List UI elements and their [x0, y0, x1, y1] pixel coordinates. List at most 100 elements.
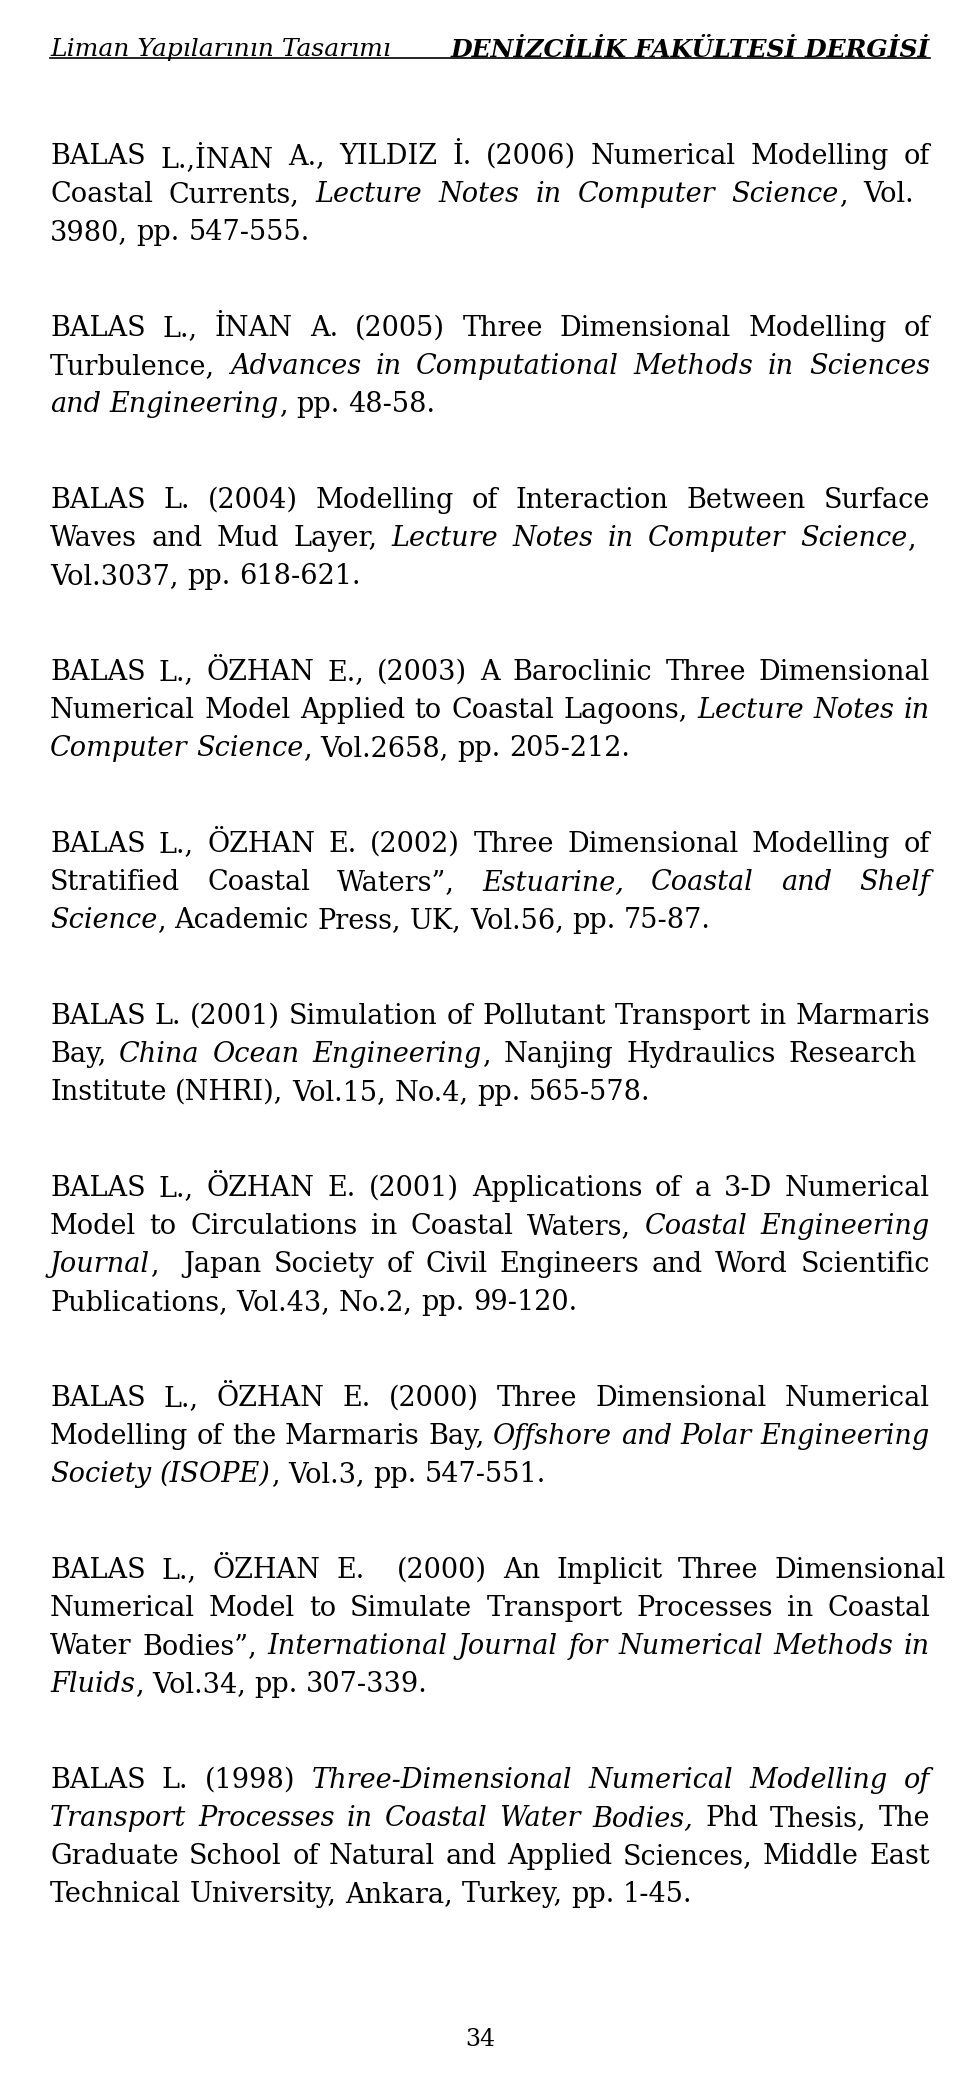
- Text: Methods: Methods: [774, 1633, 894, 1660]
- Text: Numerical: Numerical: [590, 144, 736, 171]
- Text: of: of: [903, 831, 930, 858]
- Text: ÖZHAN: ÖZHAN: [213, 1556, 321, 1583]
- Text: Simulation: Simulation: [289, 1004, 438, 1029]
- Text: Estuarine,: Estuarine,: [482, 869, 624, 896]
- Text: Stratified: Stratified: [50, 869, 180, 896]
- Text: 3980,: 3980,: [50, 219, 128, 246]
- Text: Waves: Waves: [50, 525, 137, 552]
- Text: Engineering: Engineering: [109, 392, 278, 419]
- Text: 547-551.: 547-551.: [424, 1460, 546, 1487]
- Text: Dimensional: Dimensional: [567, 831, 738, 858]
- Text: Sciences: Sciences: [809, 352, 930, 379]
- Text: Offshore: Offshore: [493, 1423, 612, 1450]
- Text: pp.: pp.: [372, 1460, 416, 1487]
- Text: Surface: Surface: [824, 487, 930, 515]
- Text: Lecture: Lecture: [697, 698, 804, 725]
- Text: Society: Society: [50, 1460, 151, 1487]
- Text: of: of: [655, 1175, 682, 1202]
- Text: ,: ,: [482, 1042, 491, 1069]
- Text: Circulations: Circulations: [190, 1212, 357, 1239]
- Text: (NHRI),: (NHRI),: [175, 1079, 283, 1106]
- Text: ,: ,: [134, 1671, 143, 1698]
- Text: of: of: [447, 1004, 473, 1029]
- Text: Technical: Technical: [50, 1881, 181, 1908]
- Text: Model: Model: [204, 698, 291, 725]
- Text: Computer: Computer: [648, 525, 785, 552]
- Text: 3-D: 3-D: [724, 1175, 772, 1202]
- Text: Computer: Computer: [578, 181, 715, 208]
- Text: of: of: [903, 1766, 930, 1793]
- Text: No.4,: No.4,: [395, 1079, 468, 1106]
- Text: Coastal: Coastal: [50, 181, 153, 208]
- Text: (2000): (2000): [389, 1385, 479, 1412]
- Text: Word: Word: [715, 1252, 788, 1279]
- Text: Vol.56,: Vol.56,: [469, 906, 564, 933]
- Text: Implicit: Implicit: [556, 1556, 662, 1583]
- Text: Turbulence,: Turbulence,: [50, 352, 215, 379]
- Text: İ.: İ.: [452, 144, 471, 171]
- Text: 1-45.: 1-45.: [623, 1881, 692, 1908]
- Text: A.,: A.,: [288, 144, 324, 171]
- Text: Processes: Processes: [198, 1806, 335, 1833]
- Text: Nanjing: Nanjing: [504, 1042, 613, 1069]
- Text: ,: ,: [303, 735, 312, 762]
- Text: Coastal: Coastal: [644, 1212, 747, 1239]
- Text: Advances: Advances: [229, 352, 361, 379]
- Text: Bay,: Bay,: [428, 1423, 485, 1450]
- Text: Modelling: Modelling: [50, 1423, 188, 1450]
- Text: (ISOPE): (ISOPE): [159, 1460, 271, 1487]
- Text: pp.: pp.: [572, 906, 615, 933]
- Text: a: a: [694, 1175, 710, 1202]
- Text: E.,: E.,: [327, 658, 364, 685]
- Text: Three: Three: [665, 658, 746, 685]
- Text: Shelf: Shelf: [859, 869, 930, 896]
- Text: pp.: pp.: [254, 1671, 298, 1698]
- Text: Graduate: Graduate: [50, 1843, 179, 1871]
- Text: (2002): (2002): [371, 831, 460, 858]
- Text: L.,: L.,: [158, 658, 194, 685]
- Text: Layer,: Layer,: [294, 525, 377, 552]
- Text: in: in: [375, 352, 401, 379]
- Text: E.: E.: [327, 1175, 356, 1202]
- Text: Lecture: Lecture: [316, 181, 422, 208]
- Text: L.,: L.,: [161, 1556, 197, 1583]
- Text: Vol.: Vol.: [863, 181, 914, 208]
- Text: Currents,: Currents,: [169, 181, 300, 208]
- Text: 75-87.: 75-87.: [624, 906, 710, 933]
- Text: Numerical: Numerical: [50, 1596, 195, 1623]
- Text: E.: E.: [337, 1556, 365, 1583]
- Text: Baroclinic: Baroclinic: [513, 658, 653, 685]
- Text: L.,: L.,: [163, 1385, 199, 1412]
- Text: for: for: [568, 1633, 608, 1660]
- Text: Vol.15,: Vol.15,: [292, 1079, 386, 1106]
- Text: Numerical: Numerical: [618, 1633, 763, 1660]
- Text: ÖZHAN: ÖZHAN: [206, 1175, 315, 1202]
- Text: Japan: Japan: [183, 1252, 261, 1279]
- Text: Dimensional: Dimensional: [775, 1556, 946, 1583]
- Text: Turkey,: Turkey,: [462, 1881, 563, 1908]
- Text: The: The: [878, 1806, 930, 1833]
- Text: and: and: [445, 1843, 497, 1871]
- Text: Coastal: Coastal: [451, 698, 554, 725]
- Text: UK,: UK,: [410, 906, 461, 933]
- Text: Three: Three: [497, 1385, 578, 1412]
- Text: A: A: [480, 658, 500, 685]
- Text: of: of: [471, 487, 498, 515]
- Text: pp.: pp.: [187, 562, 230, 589]
- Text: (2005): (2005): [355, 315, 445, 342]
- Text: L.,: L.,: [159, 831, 194, 858]
- Text: Three: Three: [679, 1556, 758, 1583]
- Text: of: of: [903, 315, 930, 342]
- Text: E.: E.: [328, 831, 357, 858]
- Text: in: in: [787, 1596, 813, 1623]
- Text: L.,: L.,: [158, 1175, 194, 1202]
- Text: China: China: [119, 1042, 200, 1069]
- Text: Vol.3037,: Vol.3037,: [50, 562, 179, 589]
- Text: in: in: [347, 1806, 372, 1833]
- Text: Applied: Applied: [300, 698, 405, 725]
- Text: Hydraulics: Hydraulics: [626, 1042, 776, 1069]
- Text: Engineering: Engineering: [760, 1423, 930, 1450]
- Text: ,: ,: [839, 181, 847, 208]
- Text: in: in: [371, 1212, 397, 1239]
- Text: Science: Science: [800, 525, 907, 552]
